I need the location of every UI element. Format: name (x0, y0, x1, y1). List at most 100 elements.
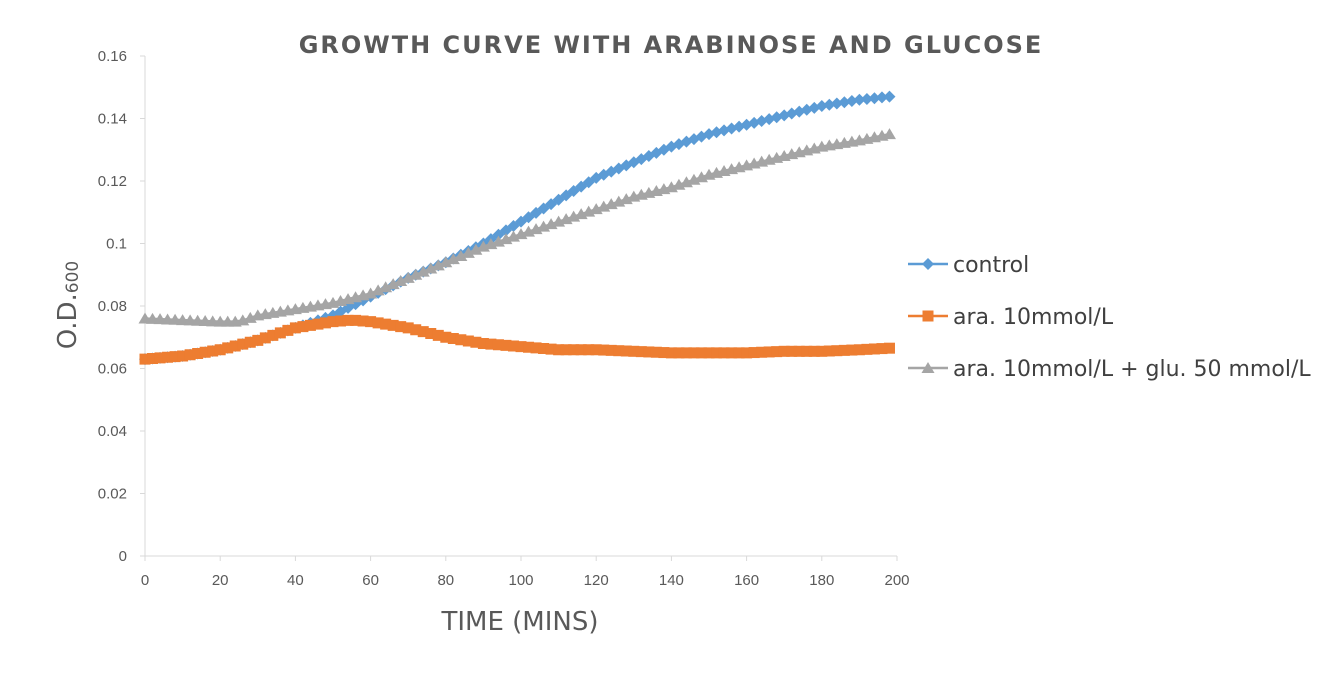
data-point (470, 336, 482, 348)
x-tick-label: 40 (287, 572, 304, 589)
y-tick-label: 0.12 (98, 173, 127, 190)
x-axis-ticks: 0 20 40 60 80 100 120 140 160 180 200 (141, 556, 910, 589)
legend-marker (922, 258, 934, 270)
y-axis-title: O.D. (53, 293, 83, 349)
y-tick-label: 0.1 (106, 236, 127, 253)
x-tick-label: 200 (884, 572, 909, 589)
data-point (650, 346, 662, 358)
data-point (485, 338, 497, 350)
data-point (823, 345, 835, 357)
data-point (545, 343, 557, 355)
data-point (380, 318, 392, 330)
data-point (801, 345, 813, 357)
data-point (424, 262, 438, 274)
data-point (763, 346, 775, 358)
data-point (643, 346, 655, 358)
data-point (417, 326, 429, 338)
y-tick-label: 0 (119, 548, 127, 565)
x-axis-title: TIME (MINS) (440, 607, 598, 637)
data-point (741, 347, 753, 359)
data-point (350, 314, 362, 326)
data-point (673, 347, 685, 359)
data-point (845, 95, 858, 107)
data-point (244, 336, 256, 348)
data-point (876, 343, 888, 355)
x-tick-label: 100 (508, 572, 533, 589)
data-point (222, 342, 234, 354)
data-point (410, 324, 422, 336)
data-point (861, 343, 873, 355)
data-point (395, 321, 407, 333)
data-point (718, 347, 730, 359)
data-point (372, 317, 384, 329)
chart-title: GROWTH CURVE WITH ARABINOSE AND GLUCOSE (299, 31, 1044, 59)
data-point (688, 347, 700, 359)
series-layer (138, 90, 896, 366)
data-point (530, 342, 542, 354)
y-axis-title-group: O.D.600 (53, 261, 83, 349)
data-point (432, 329, 444, 341)
data-point (793, 345, 805, 357)
data-point (665, 347, 677, 359)
data-point (199, 346, 211, 358)
data-point (342, 314, 354, 326)
data-point (853, 93, 866, 106)
data-point (319, 317, 331, 329)
data-point (853, 344, 865, 356)
data-point (177, 350, 189, 362)
data-point (387, 319, 399, 331)
data-point (553, 344, 565, 356)
series-1 (139, 314, 895, 365)
data-point (297, 321, 309, 333)
x-tick-label: 20 (212, 572, 229, 589)
data-point (154, 352, 166, 364)
x-tick-label: 140 (659, 572, 684, 589)
data-point (726, 347, 738, 359)
data-point (733, 347, 745, 359)
data-point (477, 338, 489, 349)
data-point (440, 331, 452, 343)
data-point (695, 347, 707, 359)
data-point (357, 315, 369, 327)
data-point (386, 278, 400, 290)
data-point (139, 353, 151, 365)
data-point (613, 345, 625, 357)
data-point (538, 343, 550, 354)
data-point (184, 349, 196, 361)
data-point (454, 250, 468, 261)
data-point (778, 345, 790, 357)
data-point (748, 347, 760, 359)
data-point (229, 340, 241, 352)
data-point (838, 96, 851, 109)
data-point (371, 284, 385, 296)
data-point (838, 344, 850, 356)
x-tick-label: 60 (362, 572, 379, 589)
data-point (364, 287, 378, 299)
x-tick-label: 120 (584, 572, 609, 589)
y-tick-label: 0.06 (98, 361, 127, 378)
data-point (883, 90, 896, 103)
data-point (425, 328, 437, 339)
data-point (711, 347, 723, 359)
data-point (823, 98, 836, 111)
y-axis-title-subscript: 600 (63, 261, 83, 293)
legend-item: control (908, 253, 1029, 278)
data-point (882, 128, 896, 140)
data-point (860, 92, 873, 105)
data-point (259, 332, 271, 344)
data-point (402, 322, 414, 334)
x-tick-label: 80 (437, 572, 454, 589)
data-point (379, 281, 393, 293)
y-tick-label: 0.08 (98, 298, 127, 315)
data-point (583, 344, 595, 356)
data-point (605, 344, 617, 356)
data-point (274, 327, 286, 339)
data-point (658, 347, 670, 359)
data-point (147, 353, 159, 364)
data-point (289, 322, 301, 334)
data-point (628, 345, 640, 357)
data-point (162, 351, 174, 363)
data-point (831, 345, 843, 357)
data-point (575, 344, 587, 356)
